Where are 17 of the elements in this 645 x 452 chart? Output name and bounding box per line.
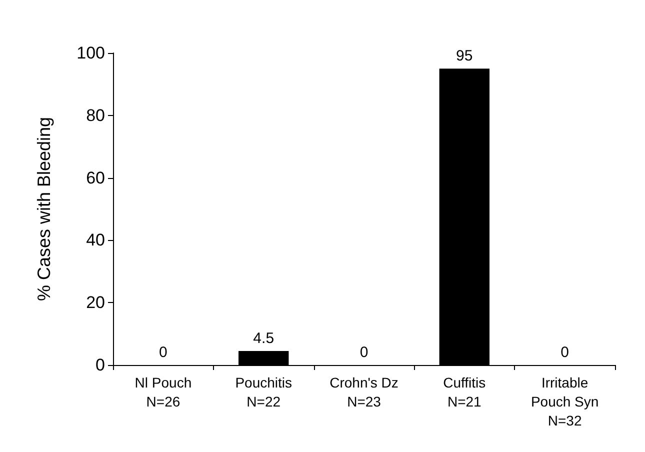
- y-tick-label: 60: [86, 168, 105, 188]
- y-tick-label: 40: [86, 230, 105, 250]
- y-tick-label: 0: [96, 356, 105, 374]
- data-label: 95: [456, 48, 473, 65]
- data-label: 0: [560, 344, 569, 361]
- x-tick-label: Nl Pouch N=26: [134, 374, 192, 410]
- y-tick-label: 80: [86, 106, 105, 125]
- data-label: 0: [360, 344, 368, 361]
- x-tick-label: Pouchitis N=22: [235, 374, 292, 410]
- y-tick-label: 20: [86, 293, 105, 312]
- x-tick-label: Irritable Pouch Syn N=32: [530, 374, 599, 428]
- data-label: 0: [159, 344, 168, 361]
- y-axis-title: % Cases with Bleeding: [34, 116, 54, 302]
- data-label: 4.5: [253, 330, 274, 347]
- x-tick-label: Cuffitis N=21: [443, 374, 486, 410]
- x-tick-label: Crohn's Dz N=23: [330, 374, 398, 410]
- y-tick-label: 100: [76, 44, 105, 62]
